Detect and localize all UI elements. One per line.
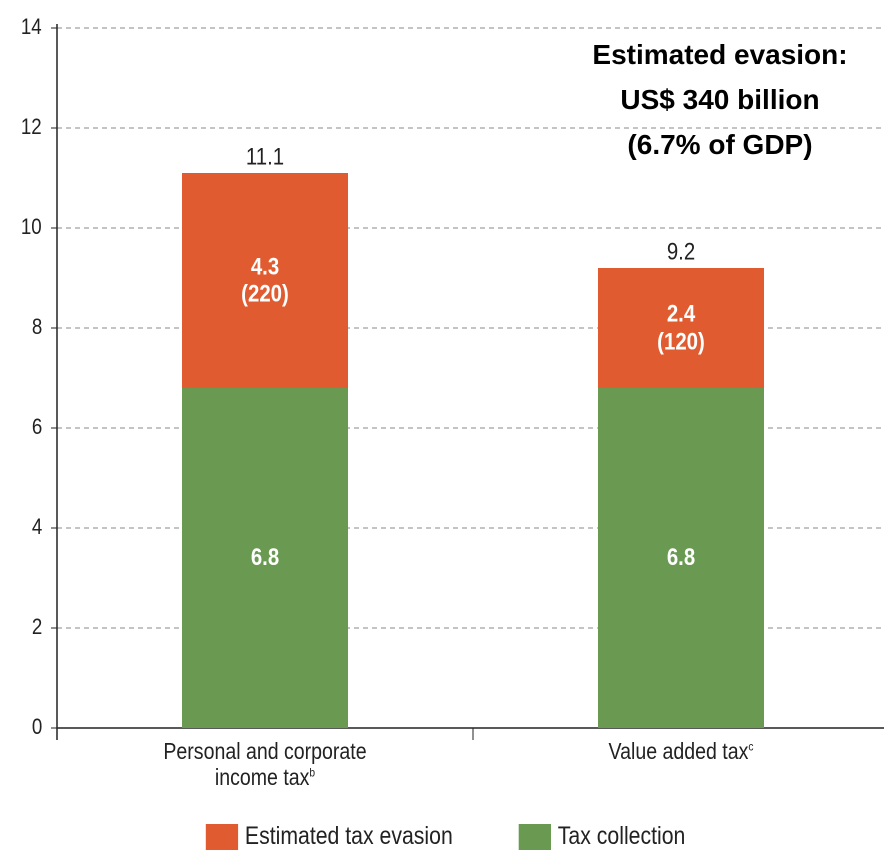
data-label: 4.3 (220): [241, 252, 289, 308]
category-text: Value added tax: [608, 738, 749, 764]
category-text: Personal and corporate income tax: [163, 738, 367, 791]
legend-swatch: [518, 823, 552, 850]
annotation-line: Estimated evasion:: [592, 39, 848, 70]
total-label: 9.2: [666, 238, 696, 266]
y-tick-label: 6: [31, 414, 43, 439]
y-tick-label: 8: [31, 314, 43, 339]
y-tick-label: 0: [31, 714, 43, 739]
x-tick-label: Personal and corporate income taxb: [163, 738, 367, 791]
y-tick-label: 14: [20, 14, 42, 39]
annotation-line: US$ 340 billion: [620, 84, 820, 115]
legend-label: Tax collection: [558, 822, 686, 850]
x-tick-label: Value added taxc: [554, 738, 809, 764]
legend-label: Estimated tax evasion: [244, 822, 453, 850]
legend-swatch: [205, 823, 238, 850]
data-label: 6.8: [250, 544, 280, 572]
bar-segment: [598, 388, 764, 728]
category-note: b: [309, 765, 316, 780]
data-label: 2.4 (120): [657, 300, 705, 355]
annotation: Estimated evasion: US$ 340 billion (6.7% o…: [560, 32, 880, 167]
annotation-line: (6.7% of GDP): [627, 129, 813, 160]
data-label: 6.8: [666, 544, 696, 572]
y-tick-label: 2: [31, 614, 43, 639]
total-label: 11.1: [245, 143, 285, 171]
bar-segment: [598, 268, 764, 388]
bar-segment: [182, 173, 348, 388]
legend-item: Estimated tax evasion: [205, 822, 452, 851]
bar-segment: [182, 388, 348, 728]
legend: Estimated tax evasion Tax collection: [0, 822, 884, 851]
category-note: c: [748, 739, 754, 754]
y-tick-label: 12: [20, 114, 42, 139]
y-tick-label: 10: [20, 214, 42, 239]
y-tick-label: 4: [31, 514, 43, 539]
legend-item: Tax collection: [518, 822, 686, 851]
